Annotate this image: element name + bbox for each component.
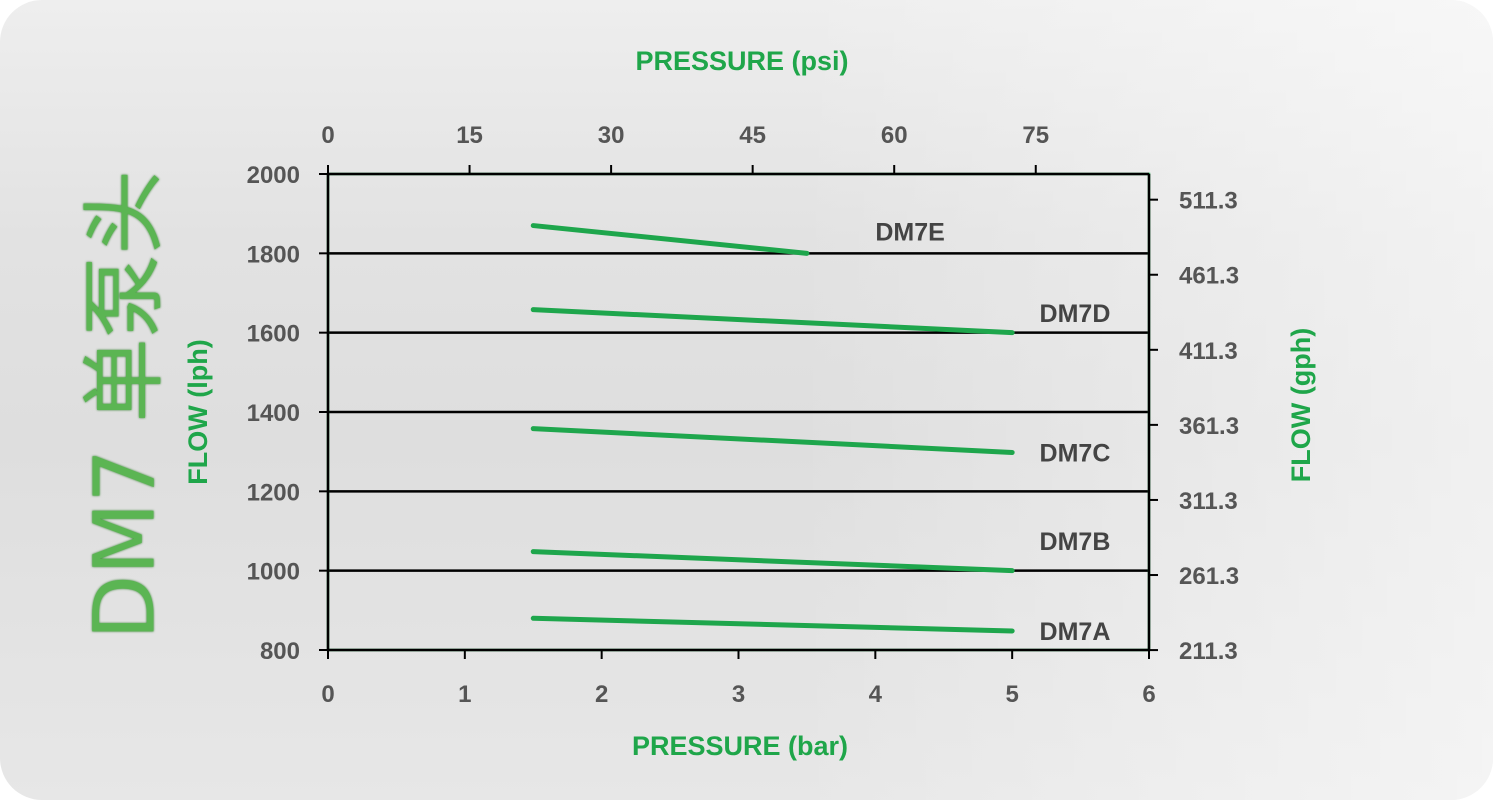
y-tick-label: 2000: [247, 162, 300, 189]
x2-tick-label: 0: [321, 122, 334, 149]
series-label-dm7e: DM7E: [875, 219, 944, 247]
y-tick-label: 1800: [247, 241, 300, 268]
series-line-dm7d: [530, 307, 1015, 336]
x2-tick-label: 75: [1022, 122, 1049, 149]
x-tick-label: 4: [869, 681, 883, 708]
series-line-dm7e: [530, 223, 810, 256]
y2-axis-title: FLOW (gph): [1286, 328, 1316, 482]
x-tick-label: 6: [1142, 681, 1155, 708]
y2-tick-label: 361.3: [1179, 413, 1239, 440]
series-line-dm7a: [530, 615, 1015, 634]
y-tick-label: 1200: [247, 479, 300, 506]
x-tick-label: 1: [458, 681, 471, 708]
y-tick-label: 1000: [247, 559, 300, 586]
x2-tick-label: 30: [598, 122, 625, 149]
series-label-dm7c: DM7C: [1040, 439, 1111, 467]
y2-tick-label: 311.3: [1179, 488, 1238, 515]
x2-tick-label: 15: [456, 122, 483, 149]
x2-axis-title: PRESSURE (psi): [635, 46, 848, 76]
series-line-dm7c: [530, 426, 1015, 455]
y2-tick-label: 411.3: [1179, 338, 1238, 365]
series-label-dm7d: DM7D: [1040, 300, 1111, 328]
y-tick-label: 1400: [247, 400, 300, 427]
x2-tick-label: 60: [881, 122, 908, 149]
x-tick-label: 5: [1005, 681, 1018, 708]
y2-tick-label: 261.3: [1179, 563, 1239, 590]
series-labels: DM7A DM7B DM7C DM7D DM7E: [875, 219, 1110, 646]
background-sheen: [793, 0, 1493, 800]
y-tick-label: 1600: [247, 321, 300, 348]
y2-tick-label: 461.3: [1179, 263, 1239, 290]
y-tick-label: 800: [260, 638, 300, 665]
series-lines: [530, 223, 1015, 634]
x-axis-title: PRESSURE (bar): [632, 731, 848, 761]
gridlines: [328, 252, 1149, 572]
y2-tick-label: 211.3: [1179, 638, 1238, 665]
x-tick-label: 0: [321, 681, 334, 708]
series-label-dm7a: DM7A: [1040, 618, 1111, 646]
y2-tick-label: 511.3: [1179, 188, 1238, 215]
x-tick-label: 2: [595, 681, 608, 708]
series-line-dm7b: [530, 549, 1015, 574]
y-axis-title: FLOW (lph): [183, 339, 213, 484]
series-label-dm7b: DM7B: [1040, 528, 1111, 556]
x-tick-label: 3: [732, 681, 745, 708]
x2-tick-label: 45: [739, 122, 766, 149]
